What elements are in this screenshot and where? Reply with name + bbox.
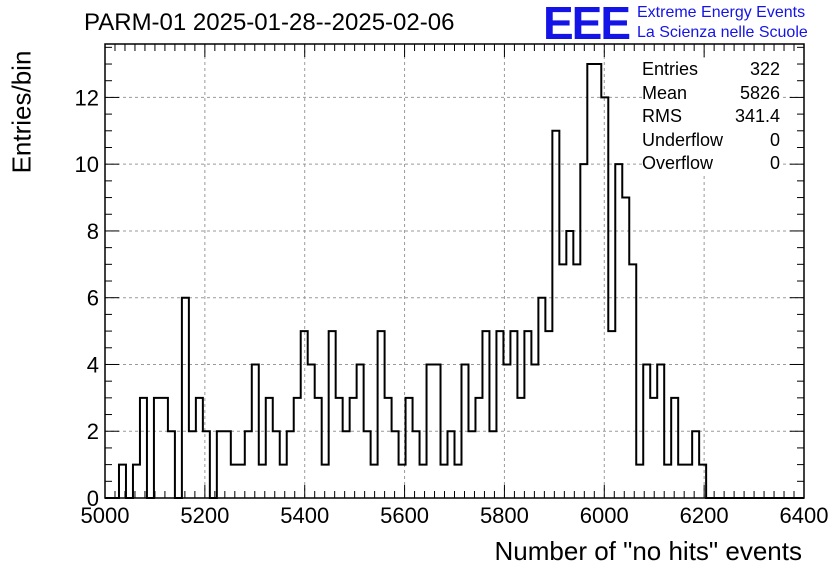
- stats-label: Entries: [642, 59, 699, 79]
- x-tick-label: 5800: [480, 503, 529, 528]
- stats-label: Mean: [642, 82, 688, 103]
- stats-row-rms: RMS 341.4: [642, 105, 780, 129]
- y-axis-label: Entries/bin: [6, 50, 37, 174]
- stats-value: 0: [769, 153, 780, 173]
- stats-row-mean: Mean 5826: [642, 82, 780, 106]
- x-axis-label: Number of "no hits" events: [494, 536, 803, 566]
- x-tick-label: 6000: [580, 503, 629, 528]
- y-tick-label: 4: [87, 352, 99, 377]
- stats-row-entries: Entries 322: [642, 58, 780, 82]
- stats-value: 5826: [739, 82, 780, 103]
- y-tick-label: 12: [75, 85, 99, 110]
- y-tick-label: 8: [87, 219, 99, 244]
- y-tick-label: 2: [87, 419, 99, 444]
- stats-label: RMS: [642, 106, 682, 126]
- x-tick-label: 5000: [81, 503, 130, 528]
- y-tick-label: 6: [87, 286, 99, 311]
- eee-logo: EEE: [543, 0, 631, 49]
- x-tick-label: 5600: [380, 503, 429, 528]
- stats-label: Overflow: [642, 153, 714, 173]
- logo-line-1: Extreme Energy Events: [637, 4, 806, 21]
- x-tick-label: 5200: [180, 503, 229, 528]
- logo-caption: Extreme Energy Events La Scienza nelle S…: [637, 3, 808, 43]
- logo-line-2: La Scienza nelle Scuole: [637, 24, 808, 41]
- stats-value: 0: [769, 129, 780, 150]
- stats-value: 322: [749, 59, 780, 79]
- chart-title: PARM-01 2025-01-28--2025-02-06: [84, 9, 455, 36]
- y-tick-label: 10: [75, 152, 99, 177]
- stats-row-underflow: Underflow 0: [642, 129, 780, 153]
- stats-label: Underflow: [642, 129, 724, 150]
- stats-box: Entries 322 Mean 5826 RMS 341.4 Underflo…: [642, 58, 780, 176]
- x-tick-label: 6400: [780, 503, 829, 528]
- stats-row-overflow: Overflow 0: [642, 152, 780, 176]
- stats-value: 341.4: [734, 106, 780, 126]
- x-tick-label: 5400: [280, 503, 329, 528]
- x-tick-label: 6200: [680, 503, 729, 528]
- histogram-series: [105, 63, 804, 499]
- y-tick-label: 0: [87, 486, 99, 511]
